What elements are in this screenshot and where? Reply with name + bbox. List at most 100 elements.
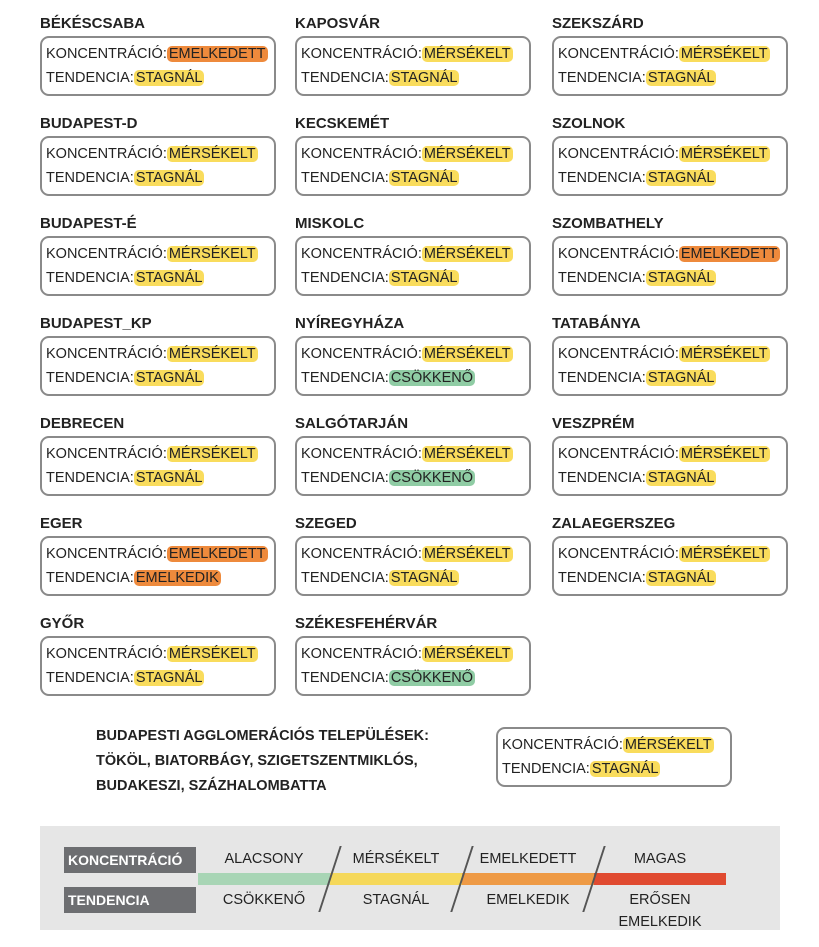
city-name: SZOMBATHELY xyxy=(552,215,664,232)
concentration-row: KONCENTRÁCIÓ: MÉRSÉKELT xyxy=(558,442,782,466)
legend-concentration: MAGAS xyxy=(633,851,687,867)
concentration-row: KONCENTRÁCIÓ: MÉRSÉKELT xyxy=(46,142,270,166)
city-name: SZEGED xyxy=(295,515,357,532)
trend-row: TENDENCIA: STAGNÁL xyxy=(46,66,270,90)
city-card: KECSKEMÉT KONCENTRÁCIÓ: MÉRSÉKELT TENDENCIA… xyxy=(295,114,535,196)
concentration-value: MÉRSÉKELT xyxy=(421,546,513,562)
concentration-label: KONCENTRÁCIÓ: xyxy=(558,446,679,462)
concentration-row: KONCENTRÁCIÓ: MÉRSÉKELT xyxy=(301,242,525,266)
status-box: KONCENTRÁCIÓ: EMELKEDETT TENDENCIA: STAGNÁL xyxy=(552,236,788,296)
trend-value: STAGNÁL xyxy=(645,170,717,186)
concentration-value: MÉRSÉKELT xyxy=(421,446,513,462)
city-card: VESZPRÉM KONCENTRÁCIÓ: MÉRSÉKELT TENDENCIA:… xyxy=(552,414,792,496)
trend-row: TENDENCIA: STAGNÁL xyxy=(46,166,270,190)
concentration-value: MÉRSÉKELT xyxy=(421,146,513,162)
concentration-row: KONCENTRÁCIÓ: MÉRSÉKELT xyxy=(46,242,270,266)
trend-value: STAGNÁL xyxy=(388,570,460,586)
trend-row: TENDENCIA: STAGNÁL xyxy=(558,566,782,590)
trend-label: TENDENCIA: xyxy=(301,670,389,686)
trend-row: TENDENCIA: STAGNÁL xyxy=(46,366,270,390)
legend-header: KONCENTRÁCIÓ xyxy=(64,847,196,873)
concentration-label: KONCENTRÁCIÓ: xyxy=(301,246,422,262)
trend-label: TENDENCIA: xyxy=(301,170,389,186)
trend-value: STAGNÁL xyxy=(388,170,460,186)
concentration-label: KONCENTRÁCIÓ: xyxy=(46,146,167,162)
trend-label: TENDENCIA: xyxy=(301,470,389,486)
trend-value: STAGNÁL xyxy=(133,370,205,386)
concentration-label: KONCENTRÁCIÓ: xyxy=(46,46,167,62)
concentration-label: KONCENTRÁCIÓ: xyxy=(558,246,679,262)
legend-bar xyxy=(462,873,594,885)
trend-label: TENDENCIA: xyxy=(46,570,134,586)
concentration-label: KONCENTRÁCIÓ: xyxy=(301,46,422,62)
concentration-value: MÉRSÉKELT xyxy=(678,146,770,162)
trend-row: TENDENCIA: STAGNÁL xyxy=(301,66,525,90)
city-name: BÉKÉSCSABA xyxy=(40,15,146,32)
trend-row: TENDENCIA: STAGNÁL xyxy=(558,366,782,390)
city-name: BUDAPEST_KP xyxy=(40,315,152,332)
legend: KONCENTRÁCIÓ TENDENCIA ALACSONY CSÖKKENŐ MÉR… xyxy=(40,826,780,930)
concentration-row: KONCENTRÁCIÓ: MÉRSÉKELT xyxy=(558,42,782,66)
city-name: SALGÓTARJÁN xyxy=(295,415,409,432)
city-card: SZÉKESFEHÉRVÁR KONCENTRÁCIÓ: MÉRSÉKELT TEND… xyxy=(295,614,535,696)
city-name: KAPOSVÁR xyxy=(295,15,381,32)
trend-value: STAGNÁL xyxy=(133,670,205,686)
status-box: KONCENTRÁCIÓ: MÉRSÉKELT TENDENCIA: STAGNÁL xyxy=(552,536,788,596)
trend-row: TENDENCIA: CSÖKKENŐ xyxy=(301,666,525,690)
concentration-value: MÉRSÉKELT xyxy=(678,546,770,562)
city-name: SZEKSZÁRD xyxy=(552,15,644,32)
concentration-label: KONCENTRÁCIÓ: xyxy=(502,737,623,753)
status-box: KONCENTRÁCIÓ: MÉRSÉKELT TENDENCIA: CSÖKKENŐ xyxy=(295,436,531,496)
concentration-label: KONCENTRÁCIÓ: xyxy=(301,446,422,462)
city-name: EGER xyxy=(40,515,83,532)
concentration-value: EMELKEDETT xyxy=(678,246,780,262)
trend-value: STAGNÁL xyxy=(645,70,717,86)
concentration-label: KONCENTRÁCIÓ: xyxy=(46,446,167,462)
legend-concentration: MÉRSÉKELT xyxy=(352,851,440,867)
concentration-value: EMELKEDETT xyxy=(166,546,268,562)
city-card: BUDAPEST-É KONCENTRÁCIÓ: MÉRSÉKELT TENDENCI… xyxy=(40,214,280,296)
heading-line: TÖKÖL, BIATORBÁGY, SZIGETSZENTMIKLÓS, xyxy=(96,753,418,769)
status-box: KONCENTRÁCIÓ: MÉRSÉKELT TENDENCIA: STAGNÁL xyxy=(552,336,788,396)
trend-value: STAGNÁL xyxy=(133,270,205,286)
concentration-value: MÉRSÉKELT xyxy=(421,346,513,362)
concentration-value: MÉRSÉKELT xyxy=(166,146,258,162)
city-card: SZOMBATHELY KONCENTRÁCIÓ: EMELKEDETT TENDEN… xyxy=(552,214,792,296)
concentration-label: KONCENTRÁCIÓ: xyxy=(558,346,679,362)
trend-label: TENDENCIA: xyxy=(46,170,134,186)
legend-concentration: EMELKEDETT xyxy=(479,851,577,867)
trend-value: STAGNÁL xyxy=(645,470,717,486)
concentration-row: KONCENTRÁCIÓ: MÉRSÉKELT xyxy=(301,442,525,466)
legend-trend: CSÖKKENŐ xyxy=(222,892,306,908)
concentration-row: KONCENTRÁCIÓ: EMELKEDETT xyxy=(46,542,270,566)
trend-value: STAGNÁL xyxy=(133,170,205,186)
concentration-label: KONCENTRÁCIÓ: xyxy=(301,346,422,362)
concentration-value: MÉRSÉKELT xyxy=(166,646,258,662)
city-name: KECSKEMÉT xyxy=(295,115,390,132)
concentration-label: KONCENTRÁCIÓ: xyxy=(46,246,167,262)
status-box: KONCENTRÁCIÓ: MÉRSÉKELT TENDENCIA: STAGNÁL xyxy=(552,36,788,96)
heading-line: BUDAPESTI AGGLOMERÁCIÓS TELEPÜLÉSEK: xyxy=(96,728,429,744)
city-card: GYŐR KONCENTRÁCIÓ: MÉRSÉKELT TENDENCIA: STAG… xyxy=(40,614,280,696)
city-name: BUDAPEST-D xyxy=(40,115,138,132)
concentration-label: KONCENTRÁCIÓ: xyxy=(46,346,167,362)
trend-label: TENDENCIA: xyxy=(558,170,646,186)
concentration-value: MÉRSÉKELT xyxy=(166,346,258,362)
trend-value: EMELKEDIK xyxy=(133,570,221,586)
legend-trend: STAGNÁL xyxy=(362,892,430,908)
status-box: KONCENTRÁCIÓ: MÉRSÉKELT TENDENCIA: STAGNÁL xyxy=(295,536,531,596)
city-card: SZOLNOK KONCENTRÁCIÓ: MÉRSÉKELT TENDENCIA: S… xyxy=(552,114,792,196)
status-box: KONCENTRÁCIÓ: EMELKEDETT TENDENCIA: EMELKED… xyxy=(40,536,276,596)
concentration-value: MÉRSÉKELT xyxy=(678,46,770,62)
status-box: KONCENTRÁCIÓ: MÉRSÉKELT TENDENCIA: STAGNÁL xyxy=(40,636,276,696)
concentration-row: KONCENTRÁCIÓ: MÉRSÉKELT xyxy=(301,542,525,566)
trend-label: TENDENCIA: xyxy=(301,370,389,386)
trend-row: TENDENCIA: STAGNÁL xyxy=(558,166,782,190)
concentration-label: KONCENTRÁCIÓ: xyxy=(301,546,422,562)
status-box: KONCENTRÁCIÓ: EMELKEDETT TENDENCIA: STAGNÁL xyxy=(40,36,276,96)
concentration-label: KONCENTRÁCIÓ: xyxy=(558,46,679,62)
city-card: SZEGED KONCENTRÁCIÓ: MÉRSÉKELT TENDENCIA: ST… xyxy=(295,514,535,596)
concentration-row: KONCENTRÁCIÓ: MÉRSÉKELT xyxy=(46,642,270,666)
trend-value: STAGNÁL xyxy=(645,370,717,386)
